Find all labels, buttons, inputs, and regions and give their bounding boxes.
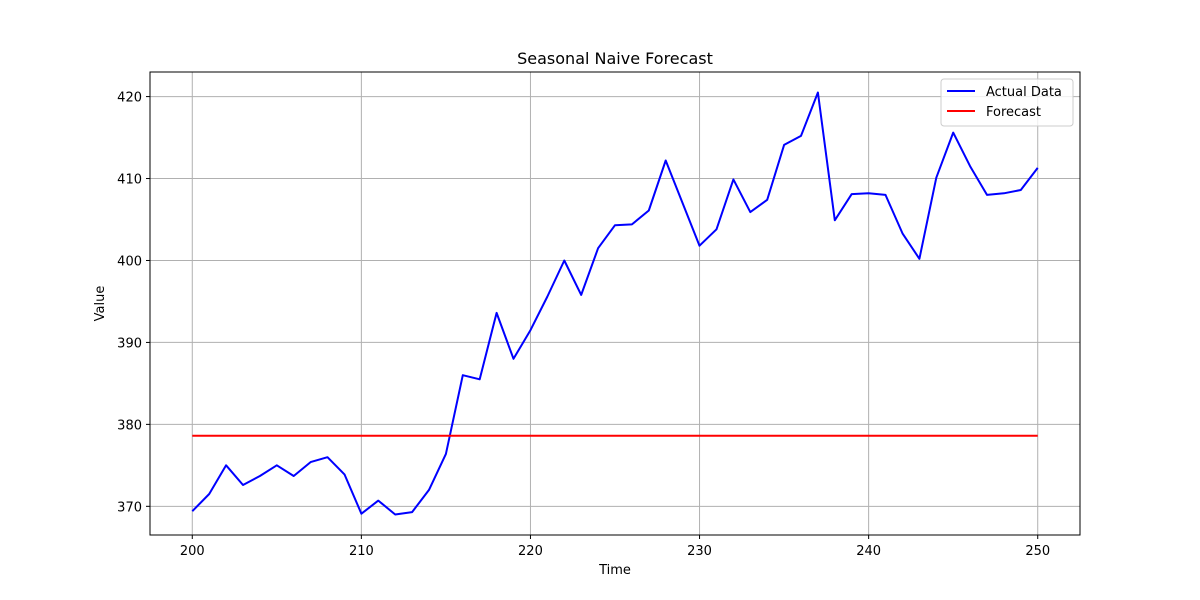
legend: Actual Data Forecast xyxy=(940,78,1074,127)
chart-title: Seasonal Naive Forecast xyxy=(517,49,713,68)
y-tick-label: 370 xyxy=(117,500,142,515)
x-tick-label: 250 xyxy=(1025,544,1050,559)
y-tick-label: 420 xyxy=(117,91,142,106)
x-tick-label: 230 xyxy=(687,544,712,559)
x-tick-label: 200 xyxy=(180,544,205,559)
x-tick-label: 220 xyxy=(518,544,543,559)
ticks: 200 210 220 230 240 250 370 380 390 400 410 420 xyxy=(117,91,1050,559)
series-layer xyxy=(191,91,1039,516)
legend-label-forecast: Forecast xyxy=(986,105,1041,120)
series-line-actual-data xyxy=(191,91,1039,516)
grid xyxy=(150,72,1080,535)
x-tick-label: 240 xyxy=(856,544,881,559)
plot-area-frame xyxy=(149,71,1081,536)
y-tick-label: 390 xyxy=(117,336,142,351)
x-tick-label: 210 xyxy=(349,544,374,559)
y-tick-label: 410 xyxy=(117,173,142,188)
y-tick-label: 380 xyxy=(117,418,142,433)
legend-label-actual-data: Actual Data xyxy=(986,85,1062,100)
y-tick-label: 400 xyxy=(117,254,142,269)
y-axis-label: Value xyxy=(93,286,108,322)
x-axis-label: Time xyxy=(598,563,631,578)
